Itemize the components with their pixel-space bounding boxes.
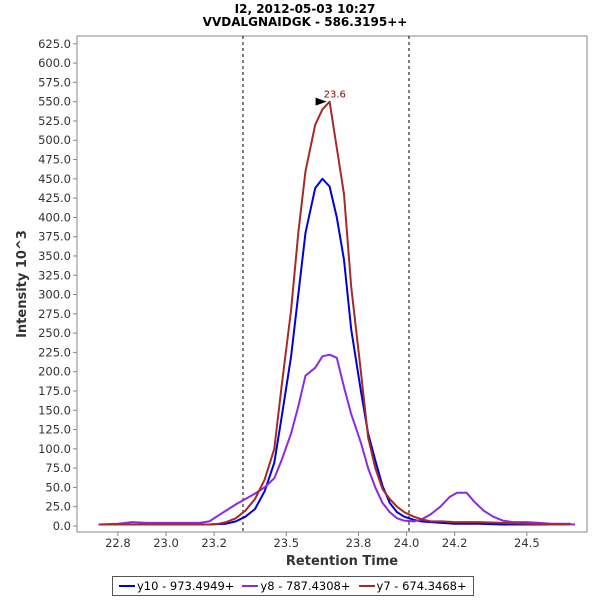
chart-title-line-2: VVDALGNAIDGK - 586.3195++ xyxy=(203,15,408,29)
legend-item: y8 - 787.4308+ xyxy=(242,579,351,593)
y-tick-label: 450.0 xyxy=(38,172,71,186)
y-tick-label: 275.0 xyxy=(38,307,71,321)
y-tick-label: 400.0 xyxy=(38,210,71,224)
y-tick-label: 250.0 xyxy=(38,326,71,340)
chart-title-line-1: I2, 2012-05-03 10:27 xyxy=(235,2,376,16)
y-tick-label: 175.0 xyxy=(38,384,71,398)
x-tick-label: 22.8 xyxy=(105,536,131,550)
integration-boundaries xyxy=(242,36,410,532)
y-tick-label: 300.0 xyxy=(38,288,71,302)
x-tick-label: 23.5 xyxy=(273,536,299,550)
x-axis-label: Retention Time xyxy=(286,554,398,569)
y-tick-label: 150.0 xyxy=(38,403,71,417)
legend: y10 - 973.4949+ y8 - 787.4308+ y7 - 674.34… xyxy=(112,576,474,596)
legend-item: y10 - 973.4949+ xyxy=(119,579,234,593)
legend-swatch xyxy=(119,585,135,587)
y-tick-label: 75.0 xyxy=(45,461,71,475)
y-tick-label: 575.0 xyxy=(38,75,71,89)
series-line-2 xyxy=(98,353,576,526)
y-tick-label: 350.0 xyxy=(38,249,71,263)
peak-label: 23.6 xyxy=(324,90,346,101)
legend-item: y7 - 674.3468+ xyxy=(358,579,467,593)
peak-annotation: 23.6 xyxy=(315,90,346,106)
legend-label: y8 - 787.4308+ xyxy=(260,579,351,593)
y-tick-label: 0.0 xyxy=(53,519,71,533)
x-tick-label: 23.2 xyxy=(201,536,227,550)
y-tick-label: 50.0 xyxy=(45,480,71,494)
y-tick-label: 200.0 xyxy=(38,365,71,379)
y-tick-label: 475.0 xyxy=(38,153,71,167)
y-tick-label: 525.0 xyxy=(38,114,71,128)
y-tick-label: 600.0 xyxy=(38,56,71,70)
y-tick-label: 625.0 xyxy=(38,37,71,51)
peak-marker xyxy=(315,97,327,106)
y-tick-label: 500.0 xyxy=(38,133,71,147)
y-axis-label: Intensity 10^3 xyxy=(15,230,30,338)
x-tick-label: 23.8 xyxy=(346,536,372,550)
series-line-3 xyxy=(98,100,571,526)
legend-swatch xyxy=(358,585,375,587)
x-axis: 22.8 23.0 23.2 23.5 23.8 24.0 24.2 24.5 xyxy=(105,532,540,550)
y-tick-label: 225.0 xyxy=(38,345,71,359)
x-tick-label: 24.5 xyxy=(514,536,540,550)
y-axis: 0.0 25.0 50.0 75.0 100.0 125.0 150.0 175.0 200.0… xyxy=(38,37,77,533)
y-tick-label: 550.0 xyxy=(38,95,71,109)
y-tick-label: 425.0 xyxy=(38,191,71,205)
y-tick-label: 25.0 xyxy=(45,500,71,514)
legend-swatch xyxy=(242,585,259,587)
plot-area xyxy=(76,35,588,533)
series-layer xyxy=(98,100,576,526)
legend-label: y10 - 973.4949+ xyxy=(137,579,235,593)
y-tick-label: 100.0 xyxy=(38,442,71,456)
x-tick-label: 24.2 xyxy=(442,536,468,550)
legend-label: y7 - 674.3468+ xyxy=(376,579,467,593)
y-tick-label: 125.0 xyxy=(38,423,71,437)
y-tick-label: 325.0 xyxy=(38,268,71,282)
x-tick-label: 23.0 xyxy=(153,536,179,550)
x-tick-label: 24.0 xyxy=(394,536,420,550)
y-tick-label: 375.0 xyxy=(38,230,71,244)
